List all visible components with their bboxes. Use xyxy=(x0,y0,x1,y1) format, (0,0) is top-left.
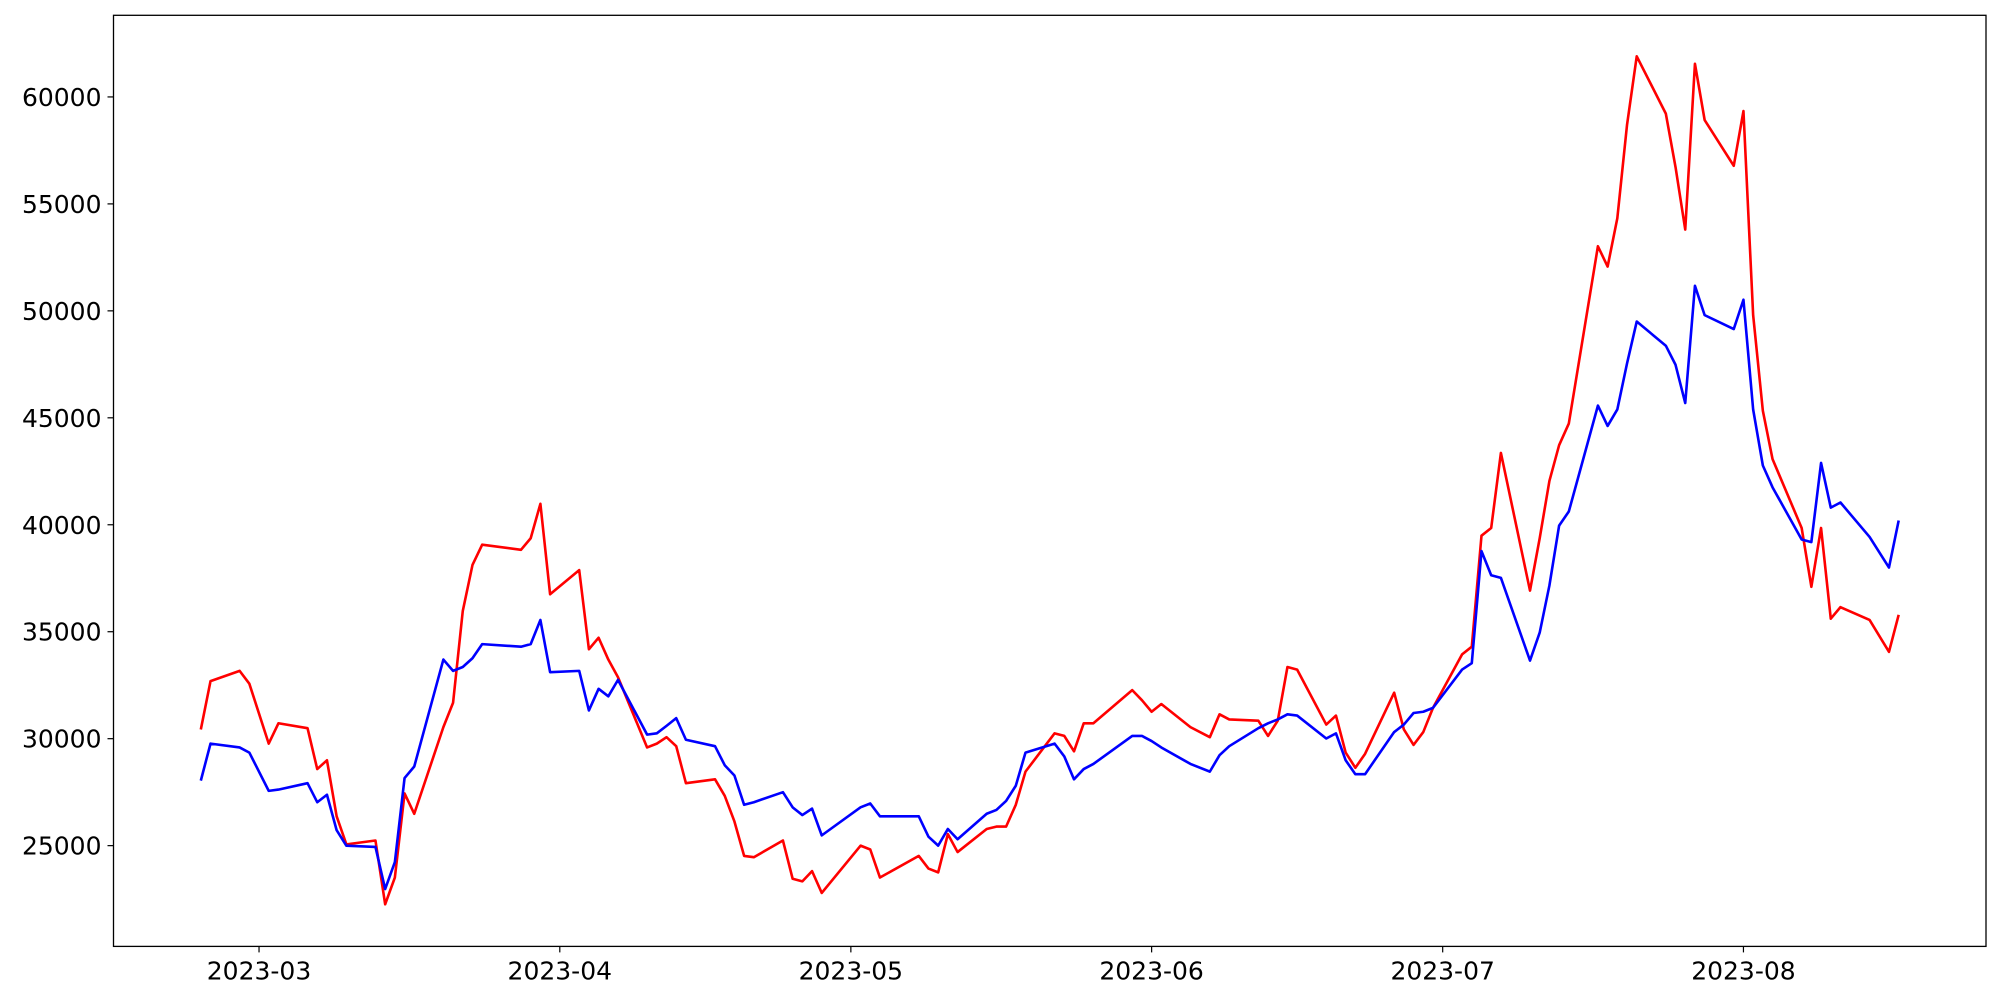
y-tick-label: 55000 xyxy=(22,190,102,219)
y-tick-label: 45000 xyxy=(22,404,102,433)
y-tick-label: 25000 xyxy=(22,832,102,861)
x-tick-label: 2023-08 xyxy=(1691,956,1795,985)
y-tick-label: 35000 xyxy=(22,618,102,647)
y-tick-label: 40000 xyxy=(22,511,102,540)
x-tick-label: 2023-06 xyxy=(1099,956,1203,985)
x-tick-label: 2023-03 xyxy=(207,956,311,985)
plot-frame xyxy=(112,14,1987,948)
y-tick-label: 50000 xyxy=(22,297,102,326)
x-tick-label: 2023-04 xyxy=(508,956,612,985)
x-tick-label: 2023-07 xyxy=(1390,956,1494,985)
y-tick-label: 60000 xyxy=(22,83,102,112)
x-tick-label: 2023-05 xyxy=(799,956,903,985)
data-line xyxy=(199,54,1900,906)
data-line xyxy=(199,284,1900,891)
y-tick-label: 30000 xyxy=(22,725,102,754)
